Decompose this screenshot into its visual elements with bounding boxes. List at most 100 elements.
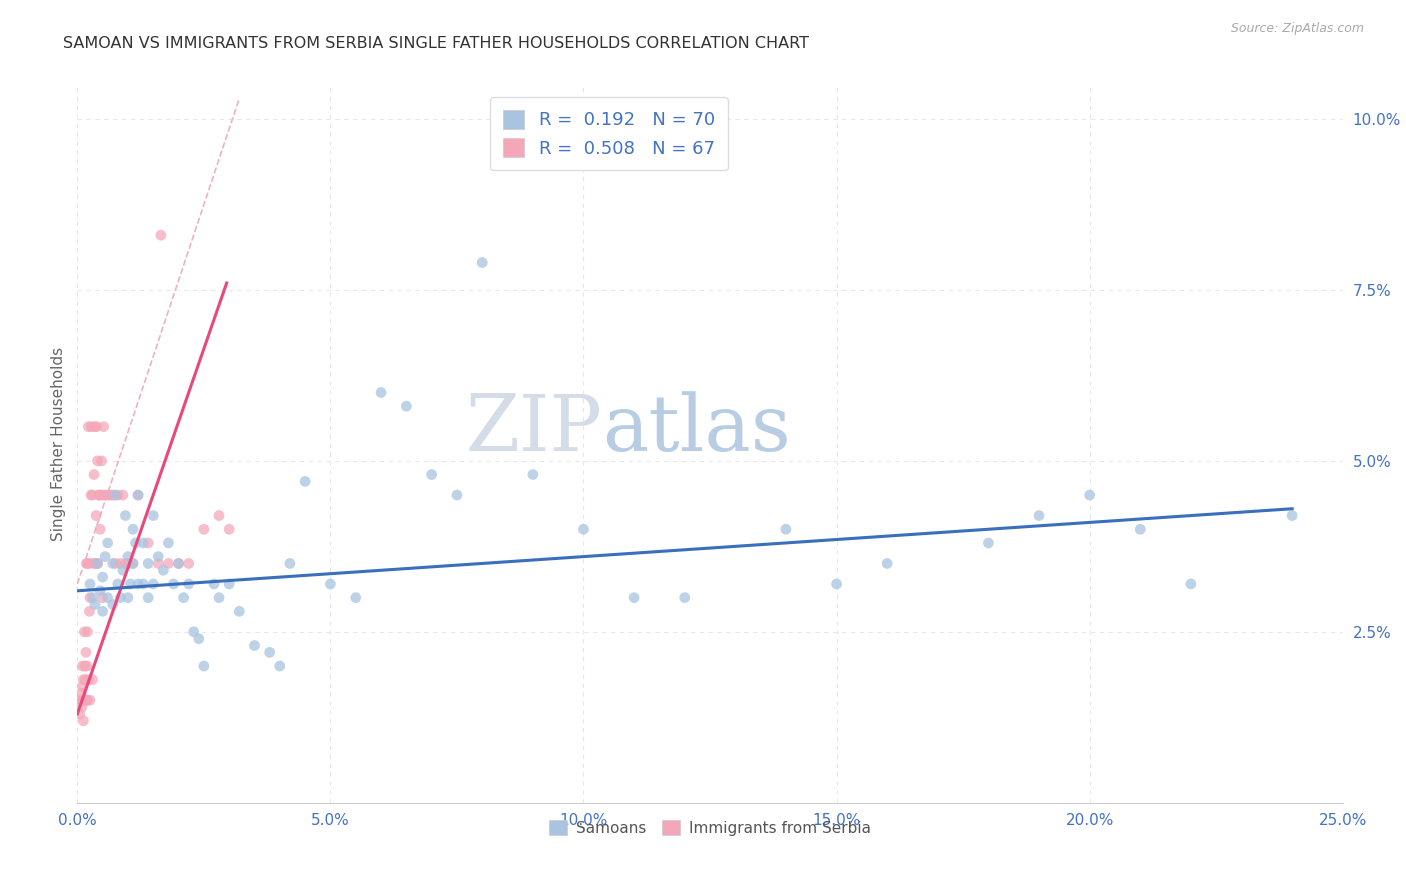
Point — [84, 508, 107, 523]
Point — [228, 604, 250, 618]
Point — [79, 693, 101, 707]
Point — [72, 714, 94, 728]
Point — [89, 583, 111, 598]
Point — [86, 557, 108, 571]
Point — [218, 522, 240, 536]
Point — [127, 577, 149, 591]
Point — [75, 557, 97, 571]
Point — [75, 645, 97, 659]
Point — [269, 659, 291, 673]
Point — [104, 557, 127, 571]
Point — [73, 624, 96, 639]
Point — [117, 549, 139, 564]
Point — [122, 522, 145, 536]
Point — [127, 488, 149, 502]
Point — [117, 591, 139, 605]
Point — [1281, 508, 1303, 523]
Point — [471, 255, 494, 269]
Point — [132, 577, 155, 591]
Point — [294, 475, 316, 489]
Point — [977, 536, 1000, 550]
Point — [79, 577, 101, 591]
Point — [673, 591, 696, 605]
Point — [72, 680, 94, 694]
Point — [446, 488, 468, 502]
Point — [91, 488, 114, 502]
Point — [120, 577, 142, 591]
Point — [193, 659, 215, 673]
Point — [187, 632, 209, 646]
Point — [420, 467, 443, 482]
Point — [1028, 508, 1050, 523]
Point — [114, 557, 136, 571]
Point — [152, 563, 174, 577]
Point — [193, 522, 215, 536]
Point — [94, 488, 117, 502]
Point — [132, 536, 155, 550]
Point — [72, 673, 94, 687]
Point — [91, 591, 114, 605]
Point — [80, 488, 103, 502]
Point — [202, 577, 225, 591]
Point — [97, 488, 120, 502]
Point — [572, 522, 595, 536]
Point — [84, 598, 107, 612]
Point — [1078, 488, 1101, 502]
Point — [97, 536, 120, 550]
Point — [97, 591, 120, 605]
Point — [84, 557, 107, 571]
Point — [107, 488, 129, 502]
Point — [101, 557, 124, 571]
Y-axis label: Single Father Households: Single Father Households — [51, 347, 66, 541]
Point — [124, 536, 146, 550]
Point — [76, 557, 98, 571]
Point — [111, 563, 134, 577]
Text: ZIP: ZIP — [465, 392, 603, 467]
Point — [89, 488, 111, 502]
Point — [876, 557, 898, 571]
Point — [82, 488, 104, 502]
Point — [77, 673, 100, 687]
Point — [79, 591, 101, 605]
Point — [243, 639, 266, 653]
Point — [82, 673, 104, 687]
Point — [87, 488, 110, 502]
Point — [522, 467, 544, 482]
Point — [136, 591, 159, 605]
Point — [1180, 577, 1202, 591]
Legend: Samoans, Immigrants from Serbia: Samoans, Immigrants from Serbia — [543, 814, 877, 842]
Point — [278, 557, 301, 571]
Point — [177, 577, 200, 591]
Point — [122, 557, 145, 571]
Point — [70, 693, 93, 707]
Point — [344, 591, 367, 605]
Point — [623, 591, 645, 605]
Point — [86, 454, 108, 468]
Point — [73, 693, 96, 707]
Point — [1129, 522, 1152, 536]
Point — [142, 577, 165, 591]
Point — [111, 488, 134, 502]
Point — [395, 399, 418, 413]
Point — [89, 522, 111, 536]
Point — [114, 508, 136, 523]
Point — [142, 508, 165, 523]
Text: atlas: atlas — [603, 392, 792, 467]
Point — [149, 228, 172, 243]
Point — [259, 645, 281, 659]
Point — [122, 557, 145, 571]
Point — [177, 557, 200, 571]
Point — [127, 488, 149, 502]
Point — [91, 570, 114, 584]
Point — [86, 419, 108, 434]
Point — [83, 557, 105, 571]
Point — [162, 577, 184, 591]
Point — [167, 557, 190, 571]
Point — [98, 488, 121, 502]
Text: SAMOAN VS IMMIGRANTS FROM SERBIA SINGLE FATHER HOUSEHOLDS CORRELATION CHART: SAMOAN VS IMMIGRANTS FROM SERBIA SINGLE … — [63, 36, 810, 51]
Point — [76, 693, 98, 707]
Point — [86, 557, 108, 571]
Point — [104, 488, 127, 502]
Point — [70, 700, 93, 714]
Point — [76, 624, 98, 639]
